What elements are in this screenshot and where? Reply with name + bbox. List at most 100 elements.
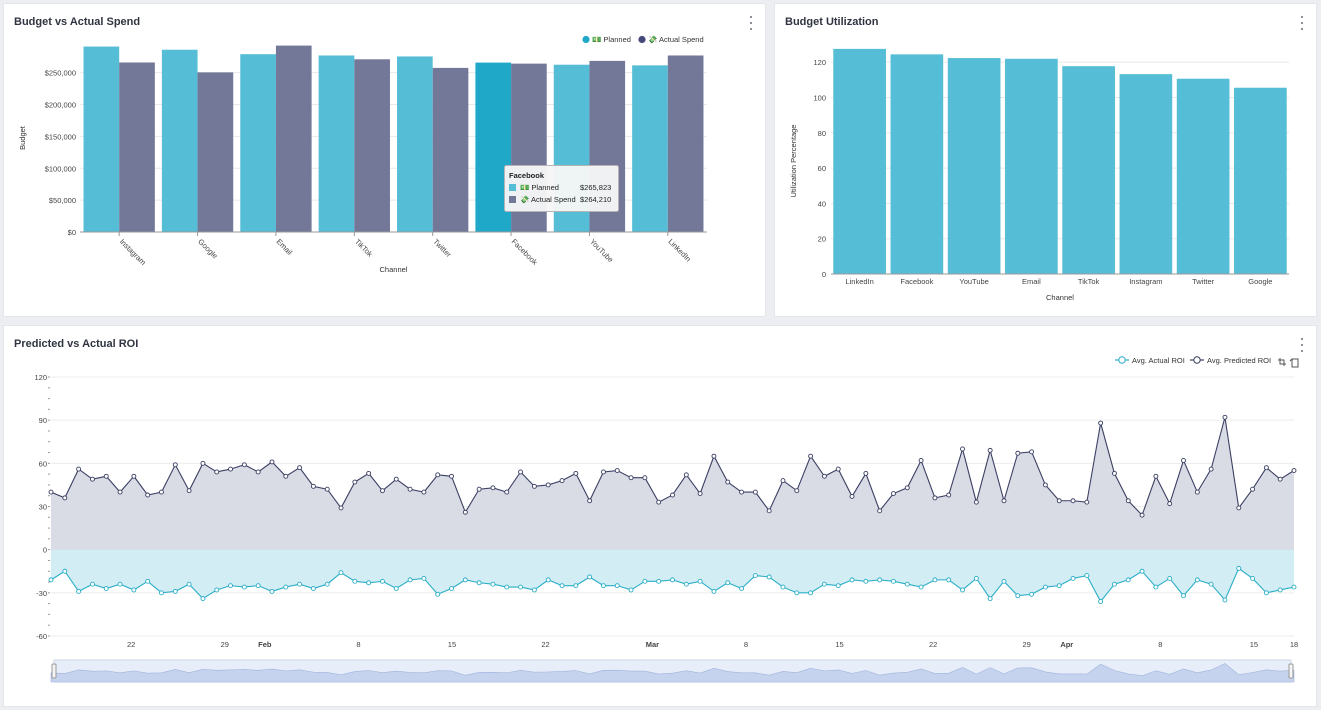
actual-roi-point[interactable] (1222, 597, 1228, 603)
actual-roi-point[interactable] (1153, 584, 1159, 590)
actual-roi-point[interactable] (1236, 565, 1242, 571)
predicted-roi-point[interactable] (435, 472, 441, 478)
predicted-roi-point[interactable] (310, 483, 316, 489)
predicted-roi-point[interactable] (697, 491, 703, 497)
predicted-roi-point[interactable] (407, 486, 413, 492)
bar-utilization[interactable] (1176, 78, 1230, 274)
predicted-roi-point[interactable] (1042, 482, 1048, 488)
predicted-roi-point[interactable] (573, 470, 579, 476)
actual-roi-point[interactable] (628, 587, 634, 593)
predicted-roi-point[interactable] (62, 495, 68, 501)
actual-roi-point[interactable] (946, 577, 952, 583)
predicted-roi-point[interactable] (518, 469, 524, 475)
predicted-roi-point[interactable] (76, 466, 82, 472)
actual-roi-point[interactable] (228, 583, 233, 589)
predicted-roi-point[interactable] (117, 489, 123, 495)
predicted-roi-point[interactable] (449, 473, 454, 479)
actual-roi-point[interactable] (338, 570, 344, 576)
predicted-roi-point[interactable] (145, 492, 151, 498)
bar-planned[interactable] (161, 49, 198, 232)
bar-actual-spend[interactable] (197, 72, 234, 233)
predicted-roi-point[interactable] (283, 473, 289, 479)
actual-roi-point[interactable] (421, 575, 427, 581)
actual-roi-point[interactable] (159, 590, 164, 596)
actual-roi-point[interactable] (407, 577, 413, 583)
actual-roi-point[interactable] (821, 581, 827, 587)
actual-roi-point[interactable] (48, 577, 54, 583)
navigator-handle-left[interactable] (51, 663, 57, 679)
predicted-roi-point[interactable] (973, 499, 979, 505)
predicted-roi-point[interactable] (766, 508, 772, 514)
bar-actual-spend[interactable] (354, 59, 390, 232)
bar-planned[interactable] (83, 46, 120, 233)
actual-roi-point[interactable] (449, 586, 454, 591)
legend-label-actual[interactable]: 💸 Actual Spend (648, 35, 704, 44)
bar-actual-spend[interactable] (119, 62, 155, 233)
actual-roi-point[interactable] (117, 581, 123, 587)
predicted-roi-point[interactable] (1236, 505, 1242, 511)
predicted-roi-point[interactable] (1208, 466, 1214, 472)
actual-roi-point[interactable] (794, 590, 800, 596)
predicted-roi-point[interactable] (297, 465, 303, 471)
actual-roi-point[interactable] (1029, 591, 1035, 597)
legend-label-actual[interactable]: Avg. Actual ROI (1132, 356, 1185, 365)
predicted-roi-point[interactable] (725, 479, 731, 485)
actual-roi-point[interactable] (1263, 590, 1269, 596)
actual-roi-point[interactable] (904, 581, 910, 587)
actual-roi-point[interactable] (145, 578, 151, 584)
actual-roi-point[interactable] (725, 580, 731, 586)
predicted-roi-point[interactable] (1263, 465, 1269, 471)
predicted-roi-point[interactable] (255, 469, 261, 475)
predicted-roi-point[interactable] (739, 489, 745, 495)
bar-actual-spend[interactable] (667, 55, 704, 232)
predicted-roi-point[interactable] (987, 447, 993, 453)
predicted-roi-point[interactable] (1112, 470, 1117, 476)
predicted-roi-point[interactable] (587, 498, 593, 504)
actual-roi-point[interactable] (960, 587, 965, 593)
predicted-roi-point[interactable] (752, 489, 758, 495)
legend-label-predicted[interactable]: Avg. Predicted ROI (1207, 356, 1271, 365)
actual-roi-point[interactable] (241, 584, 247, 590)
predicted-roi-point[interactable] (214, 469, 220, 475)
actual-roi-point[interactable] (490, 581, 496, 587)
predicted-roi-point[interactable] (504, 489, 510, 495)
predicted-roi-point[interactable] (131, 473, 137, 479)
actual-roi-point[interactable] (849, 577, 855, 583)
predicted-roi-point[interactable] (1167, 501, 1173, 507)
predicted-roi-point[interactable] (1098, 420, 1104, 426)
range-navigator[interactable] (50, 659, 1295, 683)
predicted-roi-point[interactable] (656, 499, 662, 505)
actual-roi-point[interactable] (1084, 573, 1090, 579)
bar-utilization[interactable] (890, 54, 944, 275)
predicted-roi-point[interactable] (324, 486, 330, 492)
predicted-roi-point[interactable] (172, 462, 178, 468)
actual-roi-point[interactable] (435, 591, 441, 597)
predicted-roi-point[interactable] (960, 446, 965, 452)
predicted-roi-point[interactable] (1015, 450, 1021, 456)
bar-actual-spend[interactable] (432, 67, 469, 232)
actual-roi-point[interactable] (504, 584, 510, 590)
actual-roi-point[interactable] (559, 583, 565, 589)
actual-roi-point[interactable] (352, 578, 358, 584)
actual-roi-point[interactable] (1001, 578, 1007, 584)
actual-roi-point[interactable] (780, 584, 786, 590)
predicted-roi-point[interactable] (877, 508, 883, 514)
predicted-roi-point[interactable] (352, 479, 358, 485)
predicted-roi-point[interactable] (531, 483, 537, 489)
actual-roi-point[interactable] (877, 577, 883, 583)
actual-roi-point[interactable] (711, 588, 717, 594)
predicted-roi-point[interactable] (835, 466, 841, 472)
actual-roi-point[interactable] (214, 587, 220, 593)
actual-roi-point[interactable] (462, 577, 468, 583)
actual-roi-point[interactable] (200, 596, 206, 602)
predicted-roi-point[interactable] (918, 458, 924, 463)
zoom-select-icon[interactable] (1278, 358, 1286, 366)
actual-roi-point[interactable] (255, 583, 261, 589)
predicted-roi-point[interactable] (559, 478, 565, 484)
bar-utilization[interactable] (1234, 87, 1287, 274)
predicted-roi-point[interactable] (490, 485, 496, 491)
predicted-roi-point[interactable] (462, 509, 468, 515)
actual-roi-point[interactable] (1277, 587, 1283, 593)
predicted-roi-point[interactable] (711, 453, 717, 459)
actual-roi-point[interactable] (1208, 581, 1214, 587)
